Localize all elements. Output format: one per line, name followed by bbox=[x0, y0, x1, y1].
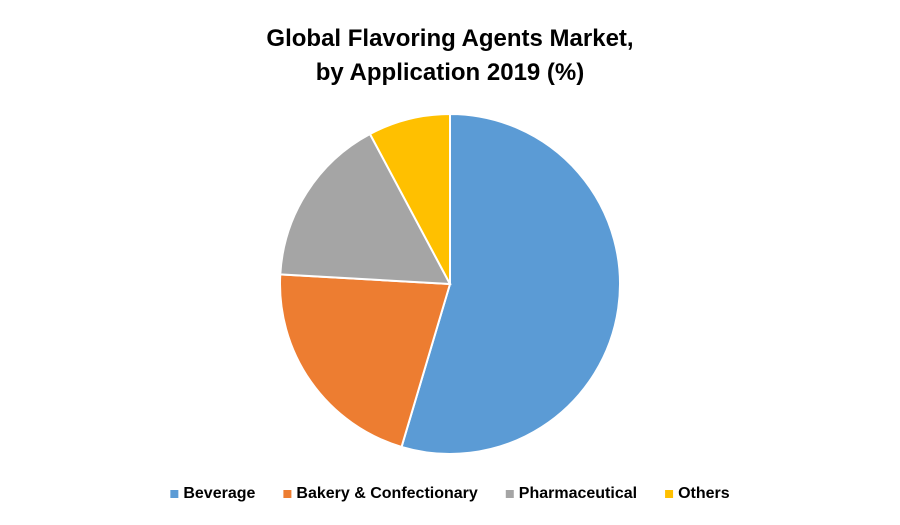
legend-swatch bbox=[665, 490, 674, 498]
legend-swatch bbox=[170, 490, 179, 498]
legend-label: Bakery & Confectionary bbox=[296, 485, 477, 502]
legend-label: Beverage bbox=[183, 485, 255, 502]
pie-slice bbox=[400, 112, 621, 455]
legend-swatch bbox=[505, 490, 514, 498]
pie-slice bbox=[279, 273, 452, 449]
legend-label: Pharmaceutical bbox=[519, 485, 637, 502]
legend: Beverage Bakery & Confectionary Pharmaceut… bbox=[170, 485, 730, 502]
legend-swatch bbox=[283, 490, 292, 498]
pie-slice bbox=[279, 132, 452, 286]
chart-title: by Application 2019 (%) bbox=[316, 59, 585, 86]
legend-label: Others bbox=[678, 485, 730, 502]
chart-title: Global Flavoring Agents Market, bbox=[266, 25, 633, 52]
pie-slice bbox=[368, 112, 451, 285]
